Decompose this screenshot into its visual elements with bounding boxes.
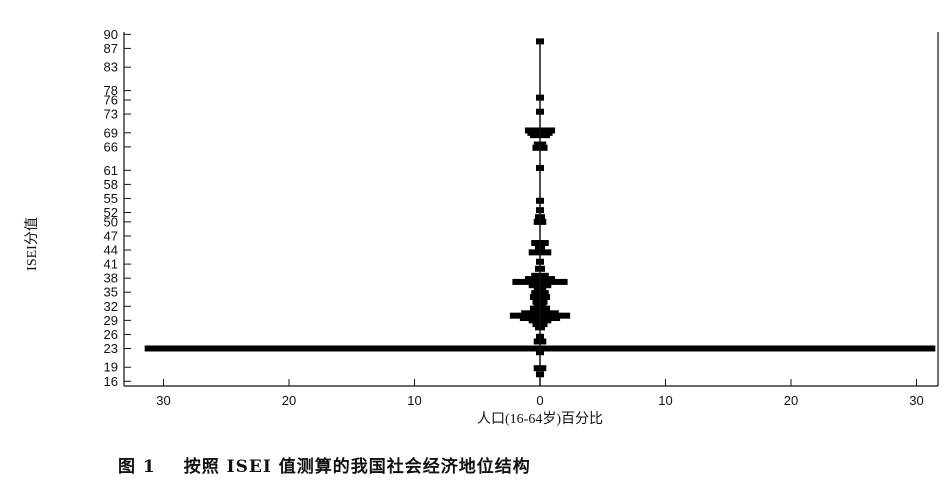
y-tick-label: 16: [104, 374, 118, 389]
x-tick-label: 20: [282, 393, 296, 408]
x-tick-label: 20: [784, 393, 798, 408]
y-tick-label: 73: [104, 107, 118, 122]
y-tick-label: 38: [104, 271, 118, 286]
y-tick-label: 87: [104, 41, 118, 56]
y-tick-label: 90: [104, 27, 118, 42]
y-tick-label: 61: [104, 163, 118, 178]
y-tick-label: 76: [104, 92, 118, 107]
y-tick-label: 55: [104, 191, 118, 206]
x-ticks-layer: 30 20 10 0 10 20 30: [156, 379, 924, 408]
y-tick-label: 44: [104, 243, 118, 258]
y-tick-label: 58: [104, 177, 118, 192]
x-axis-title: 人口(16-64岁)百分比: [477, 411, 603, 427]
y-tick-label: 29: [104, 313, 118, 328]
figure-caption-text: 按照 ISEI 值测算的我国社会经济地位结构: [183, 457, 531, 477]
y-tick-label: 19: [104, 360, 118, 375]
y-axis-title: ISEI分值: [24, 217, 40, 271]
figure-number: 图 1: [118, 457, 156, 477]
y-tick-label: 47: [104, 228, 118, 243]
y-tick-label: 23: [104, 341, 118, 356]
y-tick-label: 52: [104, 205, 118, 220]
y-tick-label: 83: [104, 60, 118, 75]
axes-layer: [123, 32, 939, 387]
x-tick-label: 10: [407, 393, 421, 408]
x-tick-label: 0: [536, 393, 543, 408]
y-tick-label: 78: [104, 83, 118, 98]
y-tick-label: 32: [104, 299, 118, 314]
x-tick-label: 30: [156, 393, 170, 408]
y-tick-label: 26: [104, 327, 118, 342]
y-tick-label: 50: [104, 214, 118, 229]
y-tick-label: 35: [104, 285, 118, 300]
y-tick-label: 66: [104, 139, 118, 154]
y-tick-label: 41: [104, 257, 118, 272]
y-tick-label: 69: [104, 125, 118, 140]
x-tick-label: 30: [909, 393, 923, 408]
figure-caption: 图 1 按照 ISEI 值测算的我国社会经济地位结构: [0, 452, 947, 477]
x-tick-label: 10: [658, 393, 672, 408]
